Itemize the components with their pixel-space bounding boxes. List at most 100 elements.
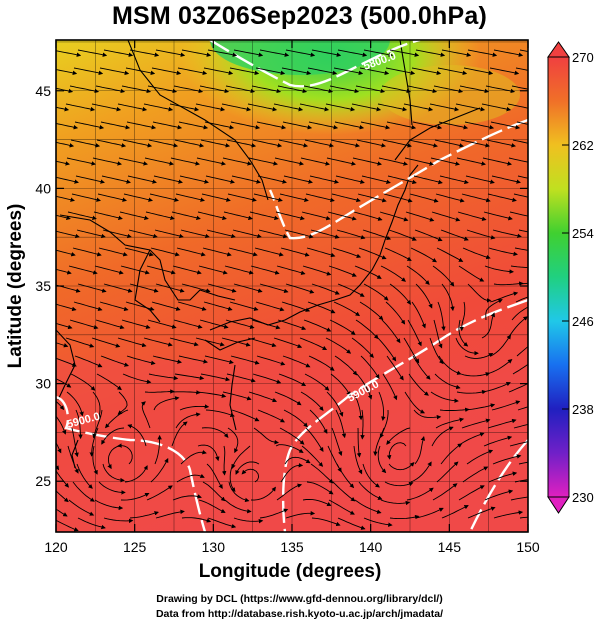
streamline [206,229,236,239]
streamline [125,67,156,76]
streamline [386,427,411,445]
streamline [256,355,286,366]
streamline [280,463,304,483]
streamline [127,175,157,184]
streamline [378,391,386,421]
streamline [458,485,485,501]
streamline [279,427,305,445]
streamline [362,463,380,488]
streamline [172,265,202,275]
streamline [355,319,379,340]
streamline [337,517,366,530]
streamline [249,211,279,221]
streamline [129,511,159,519]
streamline [484,489,514,501]
streamline [99,301,129,312]
streamline [228,247,258,257]
streamline [56,141,75,148]
streamline [461,418,491,429]
streamline [94,499,124,511]
streamline [359,67,390,76]
streamline [227,427,239,454]
streamline [199,319,229,329]
streamline [174,373,205,381]
streamline [485,85,516,94]
streamline [356,427,362,458]
streamline [277,319,307,331]
streamline [414,436,426,465]
streamline [68,499,95,516]
streamline [177,67,208,76]
streamline [231,445,251,470]
streamline [485,299,503,321]
map-title: MSM 03Z06Sep2023 (500.0hPa) [111,2,488,30]
streamline [459,85,490,94]
streamline [389,283,412,305]
streamline [127,424,147,447]
streamline [117,103,148,112]
streamline [467,49,498,57]
streamline [358,247,387,260]
streamline [276,265,306,275]
streamline [441,505,469,519]
streamline [440,443,463,465]
streamline [493,510,524,519]
streamline [227,193,257,202]
streamline [415,283,433,309]
streamline [169,337,199,347]
streamline [196,157,226,166]
streamline [93,211,123,220]
streamline [204,355,234,365]
streamline [435,417,465,429]
streamline [258,229,288,239]
x-tick-label: 135 [280,539,304,555]
streamline [458,319,469,347]
streamline [464,121,495,130]
streamline [95,319,125,330]
streamline [309,175,339,184]
streamline [508,157,528,163]
streamline [256,121,287,130]
streamline [334,355,358,376]
streamline [56,87,74,94]
streamline [195,337,225,347]
streamline [336,463,355,489]
streamline [510,496,528,501]
streamline [385,67,416,76]
streamline [278,139,309,148]
streamline [92,445,98,475]
streamline [429,337,444,365]
streamline [373,427,385,457]
streamline [486,139,516,148]
streamline [354,265,382,279]
streamline [438,355,462,375]
streamline [174,139,205,148]
streamline [335,175,365,184]
streamline [351,103,382,112]
streamline [458,265,485,282]
streamline [201,427,229,438]
streamline [56,122,79,130]
streamline [222,157,252,166]
streamline [381,85,412,94]
streamline [413,175,443,185]
streamline [282,355,311,368]
streamline [455,103,486,112]
streamline [517,406,528,411]
streamline [337,49,368,57]
streamline [486,359,513,375]
streamline [487,193,517,203]
streamline [511,85,528,90]
streamline [493,49,524,57]
streamline [303,85,334,94]
streamline [463,67,494,76]
streamline [56,69,78,76]
streamline [411,301,426,329]
streamline [357,193,387,203]
streamline [491,400,521,411]
streamline [65,337,95,348]
streamline [221,337,251,347]
streamline [310,229,340,239]
streamline [99,67,130,76]
